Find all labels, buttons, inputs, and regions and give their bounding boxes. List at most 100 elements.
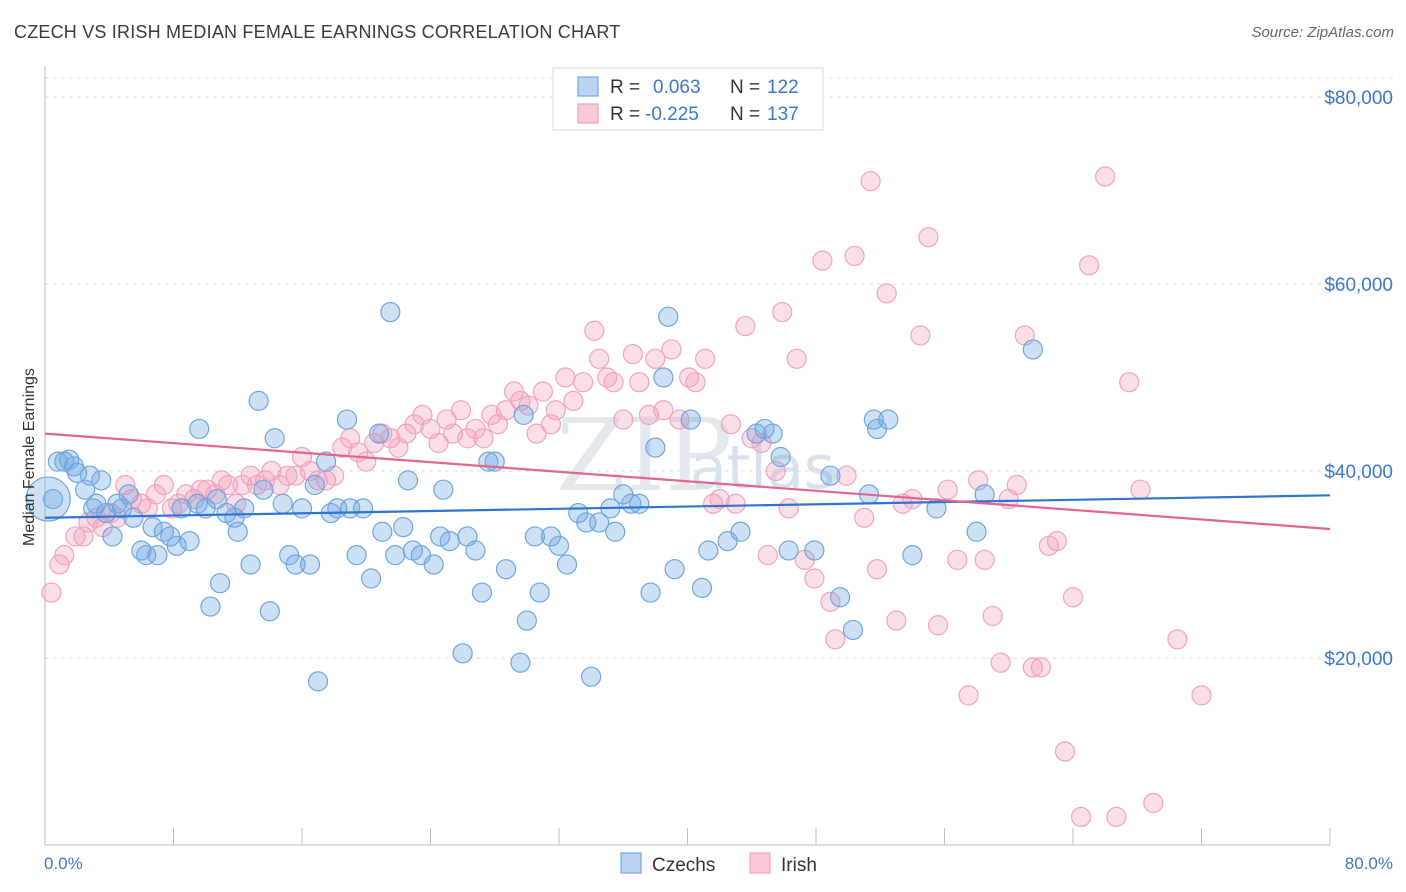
irish-point [545, 400, 566, 421]
czech-point [360, 568, 382, 589]
czech-point [878, 409, 899, 430]
czech-point [147, 545, 168, 566]
czech-point [516, 610, 537, 631]
y-tick-labels: $20,000 $40,000 $60,000 $80,000 [1324, 88, 1393, 670]
czech-point [452, 643, 473, 664]
irish-point [1191, 685, 1212, 706]
czech-point [902, 545, 923, 566]
page-title: CZECH VS IRISH MEDIAN FEMALE EARNINGS CO… [14, 22, 621, 42]
irish-point [844, 245, 865, 267]
irish-point [725, 493, 746, 514]
czech-cluster-point [25, 476, 71, 522]
czech-point [691, 577, 713, 598]
irish-point [532, 381, 554, 402]
correlation-legend: R = 0.063 N = 122 R = -0.225 N = 137 [552, 67, 824, 131]
irish-point [1022, 657, 1043, 678]
irish-point [836, 465, 857, 486]
irish-point [820, 591, 841, 613]
czech-point [315, 451, 337, 472]
irish-point [974, 549, 995, 570]
czech-point [510, 652, 531, 673]
czech-point [471, 582, 492, 603]
czech-point [227, 521, 248, 542]
czech-point [680, 409, 701, 430]
irish-point [589, 348, 610, 369]
irish-point [1130, 479, 1151, 500]
czech-point [79, 465, 101, 486]
irish-point [937, 479, 958, 500]
czech-point [123, 507, 144, 528]
czech-point [166, 535, 187, 556]
czech-point [629, 493, 650, 514]
czech-point [206, 488, 227, 510]
irish-point [1106, 806, 1127, 828]
irish-point [757, 545, 778, 566]
irish-point [1095, 166, 1116, 187]
czech-point [248, 390, 269, 411]
irish-point [958, 685, 979, 706]
irish-point [1143, 792, 1164, 814]
czech-point [253, 479, 274, 500]
legend-r-value-1: 0.063 [653, 77, 701, 98]
czech-point [548, 535, 570, 556]
irish-point [886, 610, 907, 631]
irish-point [1062, 587, 1084, 608]
czech-point [966, 521, 987, 542]
czech-trend-line [44, 494, 1331, 519]
czech-point [605, 521, 626, 542]
x-tick-label-min: 0.0% [44, 854, 83, 873]
czech-point [369, 423, 390, 444]
irish-point [735, 315, 756, 337]
irish-series-label: Irish [781, 855, 817, 876]
irish-point [918, 227, 939, 248]
y-tick-label: $80,000 [1324, 88, 1393, 109]
czech-point [179, 531, 200, 552]
irish-point [277, 465, 298, 486]
irish-point [854, 507, 875, 528]
czech-point [91, 470, 112, 491]
irish-point [1006, 474, 1027, 496]
irish-point [563, 390, 584, 411]
legend-r-label-2: R = [610, 104, 640, 125]
x-tick-labels: 0.0% 80.0% [44, 854, 1393, 873]
irish-point [778, 498, 799, 519]
czech-point [730, 521, 751, 542]
czech-point [285, 554, 306, 575]
irish-point [450, 400, 472, 421]
irish-point [41, 582, 62, 603]
czech-point [524, 526, 546, 547]
irish-point [927, 615, 949, 636]
czech-point [264, 428, 285, 449]
czech-point [664, 559, 685, 580]
czech-point [352, 498, 374, 519]
czech-point [42, 488, 64, 510]
czech-point [304, 474, 325, 496]
irish-point [49, 554, 70, 575]
series-legend: Czechs Irish [620, 852, 817, 876]
czech-point [1022, 339, 1043, 360]
irish-point [1054, 741, 1076, 762]
irish-point [685, 372, 706, 393]
czech-point [291, 498, 313, 519]
legend-n-value-2: 137 [767, 104, 799, 125]
irish-point [653, 400, 674, 421]
axes [44, 66, 1331, 846]
watermark: ZIP atlas [556, 397, 835, 514]
irish-point [812, 250, 833, 271]
irish-point [629, 372, 650, 393]
x-tick-label-max: 80.0% [1345, 854, 1393, 873]
irish-point [804, 568, 825, 589]
irish-point [695, 348, 716, 369]
irish-point [518, 395, 539, 416]
irish-point [65, 526, 86, 547]
czech-point [529, 582, 550, 603]
irish-point [876, 283, 897, 304]
czechs-series-label: Czechs [652, 855, 715, 876]
czech-point [336, 409, 358, 430]
irish-point [709, 488, 730, 510]
czech-point [770, 446, 791, 468]
czech-point [346, 545, 367, 566]
czech-point [380, 301, 401, 323]
irish-point [1030, 657, 1051, 678]
czech-point [653, 367, 674, 388]
